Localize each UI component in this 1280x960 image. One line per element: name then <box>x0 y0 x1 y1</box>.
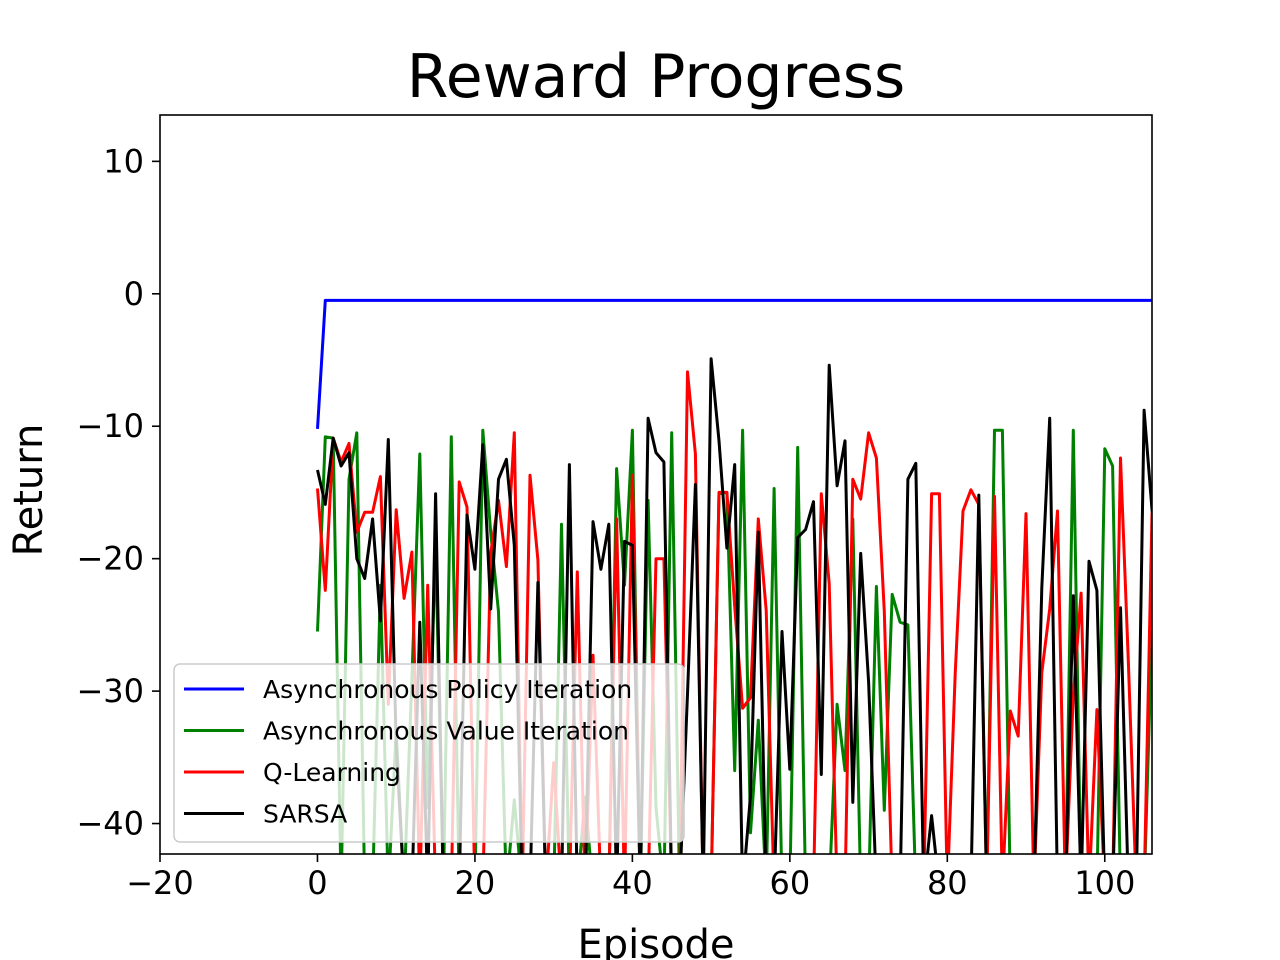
y-tick-label: 0 <box>124 275 144 313</box>
x-tick-label: 40 <box>612 864 653 902</box>
y-axis-title: Return <box>6 424 52 557</box>
x-tick-label: 60 <box>769 864 810 902</box>
legend-label: Asynchronous Value Iteration <box>263 717 629 746</box>
x-tick-label: 20 <box>455 864 496 902</box>
y-tick-label: −10 <box>76 407 144 445</box>
y-tick-label: 10 <box>103 142 144 180</box>
chart-title: Reward Progress <box>407 42 906 112</box>
series-line-sarsa <box>316 357 1152 854</box>
legend-label: SARSA <box>263 800 347 829</box>
legend-box <box>173 663 685 843</box>
x-axis-title: Episode <box>577 922 734 960</box>
y-tick-label: −20 <box>76 540 144 578</box>
y-tick-label: −40 <box>76 805 144 843</box>
legend-label: Asynchronous Policy Iteration <box>263 675 632 704</box>
x-tick-label: 0 <box>307 864 327 902</box>
series-line-asynchronous-policy-iteration <box>316 298 1152 429</box>
legend-label: Q-Learning <box>263 758 401 787</box>
x-tick-label: 80 <box>927 864 968 902</box>
y-tick-label: −30 <box>76 672 144 710</box>
plot-frame <box>159 114 1153 855</box>
x-tick-label: −20 <box>126 864 194 902</box>
legend: Asynchronous Policy Iteration Asynchronou… <box>173 663 685 843</box>
x-tick-label: 100 <box>1074 864 1135 902</box>
